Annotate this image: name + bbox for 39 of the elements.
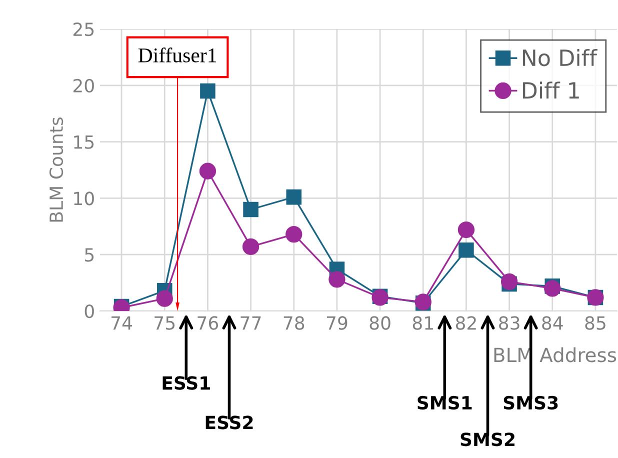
y-tick-label: 25 xyxy=(73,22,94,36)
x-tick-label: 81 xyxy=(412,316,433,330)
point xyxy=(500,273,518,290)
point xyxy=(544,280,561,297)
y-axis-title: BLM Counts xyxy=(49,117,64,222)
point xyxy=(243,202,258,218)
x-tick-label: 85 xyxy=(585,316,606,330)
y-tick-label: 15 xyxy=(74,135,94,149)
point xyxy=(200,83,216,99)
x-tick-label: 74 xyxy=(112,316,132,330)
y-tick-label: 5 xyxy=(85,248,94,262)
point xyxy=(286,189,302,205)
point xyxy=(458,242,474,258)
legend-label: Diff 1 xyxy=(522,82,579,99)
y-tick-label: 0 xyxy=(84,304,94,318)
text: ESS2 xyxy=(206,416,253,430)
y-tick-label: 20 xyxy=(73,78,94,93)
legend-label: No Diff xyxy=(522,49,598,66)
text: ESS1 xyxy=(162,376,210,390)
point xyxy=(458,221,475,238)
x-tick-label: 75 xyxy=(154,316,175,330)
x-tick-label: 84 xyxy=(542,316,563,330)
x-tick-label: 83 xyxy=(499,316,520,330)
y-tick-label: 10 xyxy=(74,192,94,206)
point xyxy=(156,290,173,307)
point xyxy=(286,226,302,243)
text: SMS1 xyxy=(418,396,472,410)
text: SMS3 xyxy=(504,396,558,410)
x-tick-label: 79 xyxy=(326,316,348,330)
point xyxy=(199,162,216,180)
annotation: Diffuser1 xyxy=(138,48,216,62)
point xyxy=(328,271,346,288)
text: SMS2 xyxy=(460,432,514,446)
x-tick-label: 82 xyxy=(456,316,476,330)
x-tick-label: 80 xyxy=(370,316,390,330)
x-tick-label: 76 xyxy=(198,316,218,330)
x-tick-label: 78 xyxy=(284,316,304,330)
x-tick-label: 77 xyxy=(240,316,261,330)
point xyxy=(242,238,260,256)
